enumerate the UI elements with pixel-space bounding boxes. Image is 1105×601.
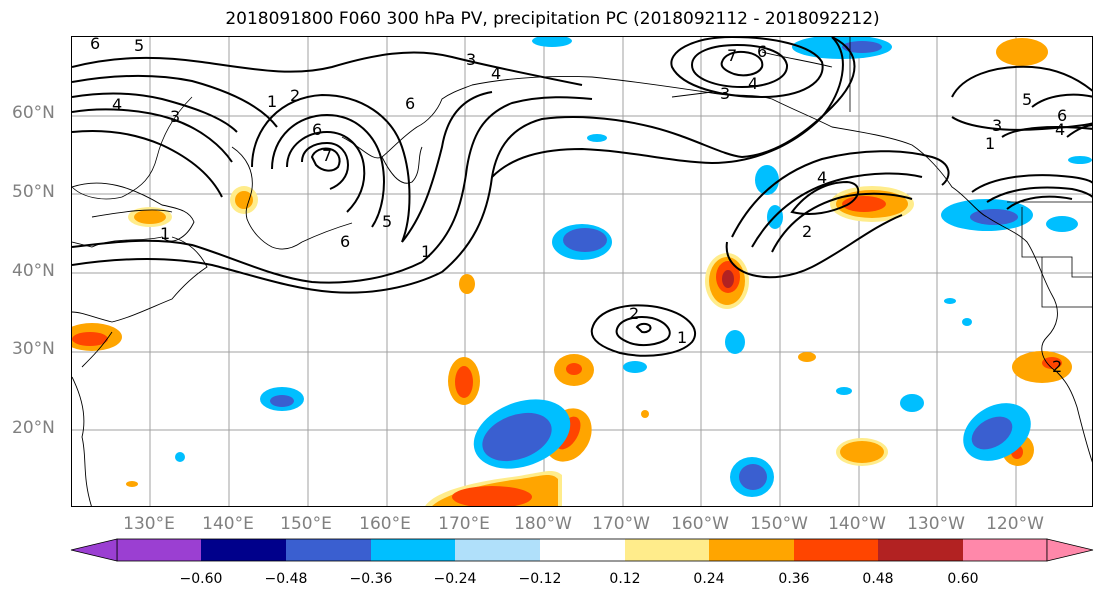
colorbar-tick-pos012: 0.12: [609, 571, 641, 587]
pv-label-1c: 1: [421, 242, 431, 261]
pv-contour-labels: 6 5 4 3 1 1 2 6 7 6 5 6 1 3 4 7 6 4 3 4 …: [90, 37, 1067, 376]
pv-label-3c: 3: [720, 84, 730, 103]
lon-label-120w: 120°W: [986, 514, 1044, 534]
lon-label-150e: 150°E: [280, 514, 332, 534]
pv-label-2d: 2: [1052, 357, 1062, 376]
colorbar-tick-neg036: −0.36: [349, 571, 393, 587]
lon-label-160w: 160°W: [671, 514, 729, 534]
coastlines: [72, 51, 1092, 506]
colorbar-cell: [540, 539, 625, 561]
pv-label-7a: 7: [322, 146, 332, 165]
colorbar-tick-neg048: −0.48: [264, 571, 308, 587]
pv-label-4c: 4: [748, 74, 758, 93]
pv-label-6b: 6: [312, 120, 322, 139]
political-boundaries: [72, 37, 1092, 308]
colorbar-tick-pos036: 0.36: [778, 571, 810, 587]
precip-negative-anomalies: [175, 37, 1092, 497]
pv-contours: [72, 37, 1092, 357]
pv-label-3d: 3: [992, 116, 1002, 135]
lon-label-160e: 160°E: [359, 514, 411, 534]
colorbar: [70, 538, 1094, 562]
lon-label-150w: 150°W: [750, 514, 808, 534]
colorbar-cell: [878, 539, 963, 561]
lon-label-140e: 140°E: [202, 514, 254, 534]
colorbar-cell: [371, 539, 455, 561]
colorbar-tick-neg060: −0.60: [179, 571, 223, 587]
pv-label-2b: 2: [802, 222, 812, 241]
lat-label-60n: 60°N: [12, 103, 55, 123]
pv-label-4a: 4: [112, 95, 122, 114]
pv-label-6f: 6: [1057, 106, 1067, 125]
pv-label-1e: 1: [985, 134, 995, 153]
colorbar-tick-neg012: −0.12: [518, 571, 562, 587]
pv-label-6c: 6: [405, 94, 415, 113]
lat-label-50n: 50°N: [12, 182, 55, 202]
pv-label-1a: 1: [160, 224, 170, 243]
pv-label-6d: 6: [340, 232, 350, 251]
colorbar-cell: [963, 539, 1047, 561]
pv-label-4d: 4: [817, 168, 827, 187]
lon-label-130e: 130°E: [123, 514, 175, 534]
lat-label-20n: 20°N: [12, 418, 55, 438]
colorbar-tick-pos024: 0.24: [693, 571, 725, 587]
colorbar-cell: [794, 539, 878, 561]
pv-label-1d: 1: [677, 328, 687, 347]
colorbar-cell: [201, 539, 286, 561]
pv-label-1b: 1: [267, 92, 277, 111]
colorbar-cell: [455, 539, 540, 561]
colorbar-cell: [709, 539, 794, 561]
lon-label-140w: 140°W: [828, 514, 886, 534]
pv-label-6e: 6: [757, 42, 767, 61]
pv-label-5b: 5: [382, 212, 392, 231]
pv-label-6a: 6: [90, 37, 100, 53]
figure-title: 2018091800 F060 300 hPa PV, precipitatio…: [225, 9, 880, 29]
colorbar-max-extension: [1046, 538, 1094, 562]
pv-label-3b: 3: [466, 50, 476, 69]
pv-label-4b: 4: [491, 64, 501, 83]
map-canvas: 6 5 4 3 1 1 2 6 7 6 5 6 1 3 4 7 6 4 3 4 …: [72, 37, 1092, 506]
pv-label-3a: 3: [170, 107, 180, 126]
pv-label-5c: 5: [1022, 90, 1032, 109]
colorbar-cell: [625, 539, 709, 561]
colorbar-cell: [117, 539, 201, 561]
pv-label-2c: 2: [629, 304, 639, 323]
colorbar-tick-pos048: 0.48: [862, 571, 894, 587]
map-panel: 6 5 4 3 1 1 2 6 7 6 5 6 1 3 4 7 6 4 3 4 …: [71, 36, 1093, 507]
lat-label-30n: 30°N: [12, 339, 55, 359]
lat-label-40n: 40°N: [12, 261, 55, 281]
lon-label-130w: 130°W: [907, 514, 965, 534]
lon-label-170w: 170°W: [592, 514, 650, 534]
colorbar-cells: [116, 538, 1048, 562]
lon-label-170e: 170°E: [438, 514, 490, 534]
lon-label-180w: 180°W: [514, 514, 572, 534]
colorbar-min-extension: [70, 538, 118, 562]
colorbar-tick-pos060: 0.60: [947, 571, 979, 587]
pv-label-5a: 5: [134, 37, 144, 55]
pv-label-4e: 4: [1055, 120, 1065, 139]
pv-label-7b: 7: [727, 46, 737, 65]
colorbar-tick-neg024: −0.24: [433, 571, 477, 587]
colorbar-cell: [286, 539, 371, 561]
pv-label-2a: 2: [290, 86, 300, 105]
